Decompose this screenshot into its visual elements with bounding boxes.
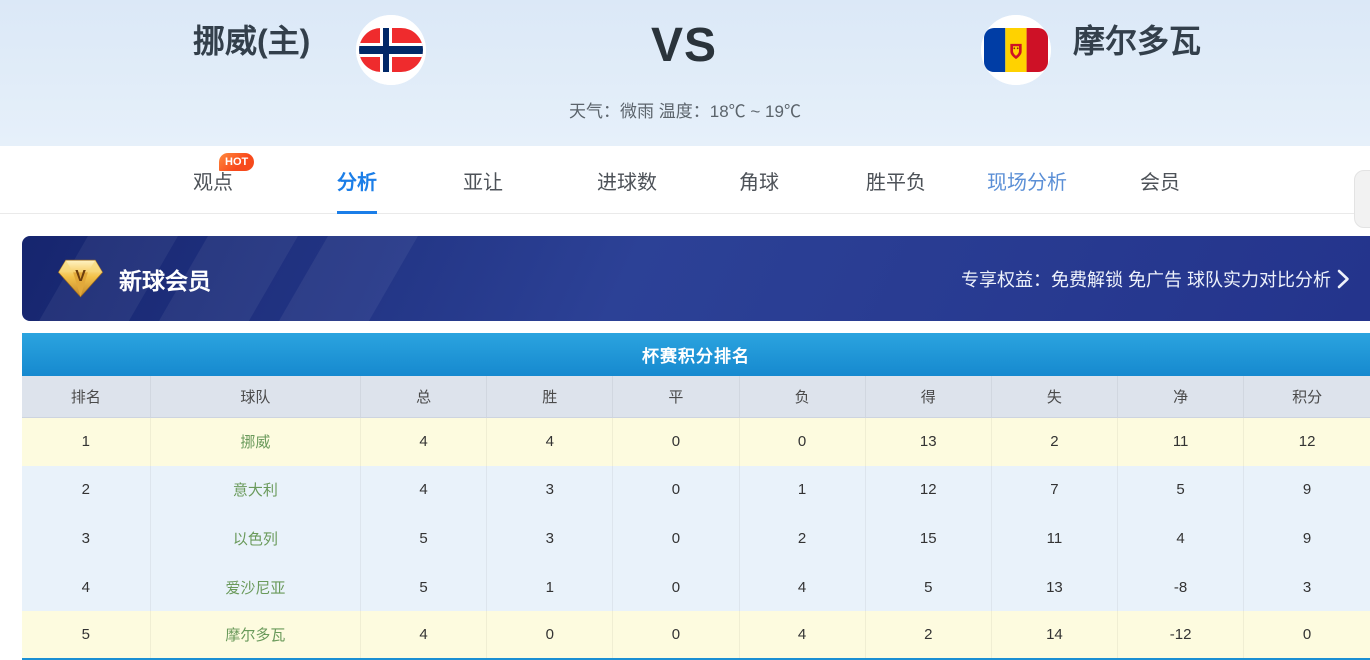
svg-text:V: V	[75, 268, 86, 285]
